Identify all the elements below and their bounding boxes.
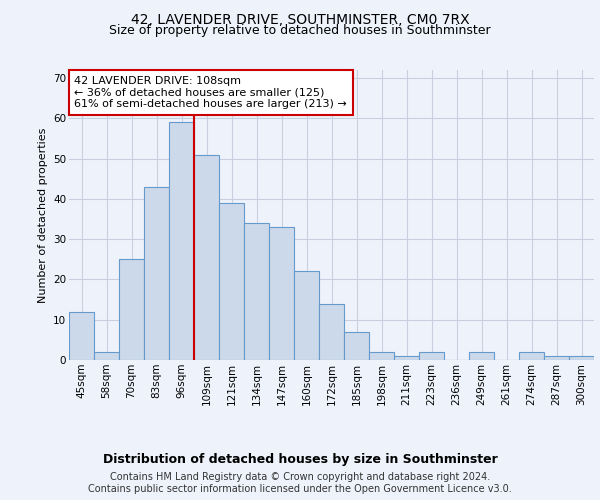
Text: Contains public sector information licensed under the Open Government Licence v3: Contains public sector information licen…: [88, 484, 512, 494]
Bar: [419, 352, 444, 360]
Bar: [169, 122, 194, 360]
Bar: [194, 154, 219, 360]
Bar: [519, 352, 544, 360]
Text: Distribution of detached houses by size in Southminster: Distribution of detached houses by size …: [103, 452, 497, 466]
Bar: [269, 227, 294, 360]
Bar: [219, 203, 244, 360]
Text: 42, LAVENDER DRIVE, SOUTHMINSTER, CM0 7RX: 42, LAVENDER DRIVE, SOUTHMINSTER, CM0 7R…: [131, 12, 469, 26]
Bar: [69, 312, 94, 360]
Bar: [544, 356, 569, 360]
Bar: [244, 223, 269, 360]
Bar: [119, 260, 144, 360]
Bar: [94, 352, 119, 360]
Text: Size of property relative to detached houses in Southminster: Size of property relative to detached ho…: [109, 24, 491, 37]
Bar: [394, 356, 419, 360]
Bar: [369, 352, 394, 360]
Bar: [569, 356, 594, 360]
Text: Contains HM Land Registry data © Crown copyright and database right 2024.: Contains HM Land Registry data © Crown c…: [110, 472, 490, 482]
Bar: [344, 332, 369, 360]
Bar: [294, 272, 319, 360]
Bar: [319, 304, 344, 360]
Text: 42 LAVENDER DRIVE: 108sqm
← 36% of detached houses are smaller (125)
61% of semi: 42 LAVENDER DRIVE: 108sqm ← 36% of detac…: [74, 76, 347, 109]
Bar: [144, 187, 169, 360]
Y-axis label: Number of detached properties: Number of detached properties: [38, 128, 47, 302]
Bar: [469, 352, 494, 360]
